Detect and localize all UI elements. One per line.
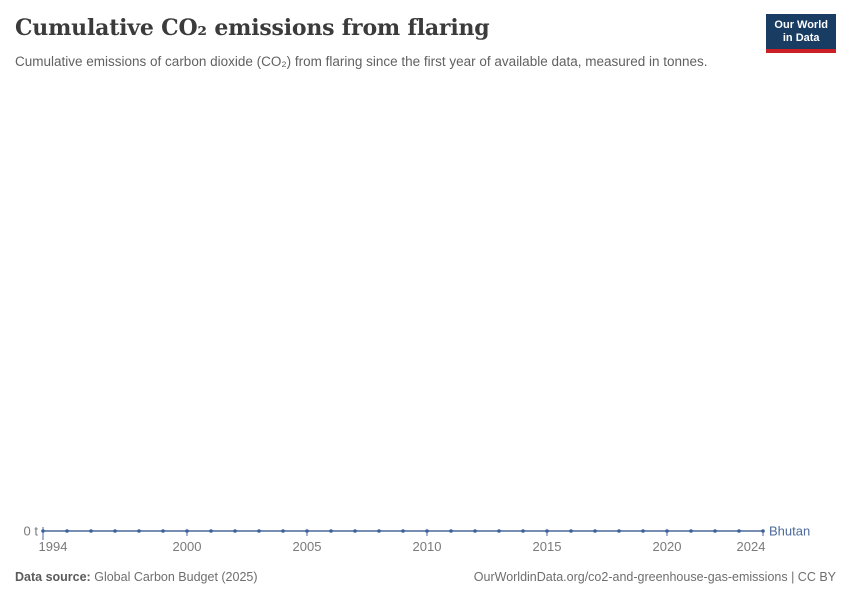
data-source: Data source: Global Carbon Budget (2025) <box>15 569 258 585</box>
data-point <box>65 529 69 533</box>
owid-url-link[interactable]: OurWorldinData.org/co2-and-greenhouse-ga… <box>473 570 836 584</box>
data-point <box>161 529 165 533</box>
x-axis-label: 2020 <box>653 539 682 554</box>
data-point <box>521 529 525 533</box>
series-label-bhutan[interactable]: Bhutan <box>769 524 810 539</box>
data-point <box>665 529 669 533</box>
owid-logo[interactable]: Our World in Data <box>766 14 836 53</box>
x-axis-label: 2005 <box>293 539 322 554</box>
data-point <box>233 529 237 533</box>
page-title: Cumulative CO₂ emissions from flaring <box>15 15 490 41</box>
line-chart[interactable]: 0 t 1994 2000 2005 2010 2015 2020 2024 Bhutan <box>0 95 850 560</box>
data-point <box>617 529 621 533</box>
data-point <box>713 529 717 533</box>
data-point <box>257 529 261 533</box>
data-point <box>737 529 741 533</box>
data-point <box>209 529 213 533</box>
data-point <box>497 529 501 533</box>
owid-logo-line2: in Data <box>782 32 820 44</box>
x-axis-label: 1994 <box>39 539 68 554</box>
data-source-label: Data source: <box>15 570 91 584</box>
data-point <box>305 529 309 533</box>
data-point <box>185 529 189 533</box>
data-point <box>473 529 477 533</box>
data-point <box>425 529 429 533</box>
data-point <box>353 529 357 533</box>
data-point <box>449 529 453 533</box>
data-point <box>761 529 765 533</box>
data-point <box>281 529 285 533</box>
data-point <box>545 529 549 533</box>
data-point <box>401 529 405 533</box>
data-point <box>329 529 333 533</box>
data-point <box>641 529 645 533</box>
data-point <box>41 529 45 533</box>
y-axis-zero-label: 0 t <box>24 524 39 539</box>
chart-subtitle: Cumulative emissions of carbon dioxide (… <box>15 54 708 69</box>
data-point <box>689 529 693 533</box>
data-point <box>113 529 117 533</box>
chart-footer: Data source: Global Carbon Budget (2025)… <box>15 569 836 585</box>
data-point <box>569 529 573 533</box>
owid-logo-line1: Our World <box>774 19 828 31</box>
data-point <box>593 529 597 533</box>
data-point <box>137 529 141 533</box>
data-source-value: Global Carbon Budget (2025) <box>94 570 258 584</box>
data-point <box>377 529 381 533</box>
x-axis-label: 2015 <box>533 539 562 554</box>
x-axis-label: 2024 <box>737 539 766 554</box>
data-point <box>89 529 93 533</box>
x-axis-label: 2010 <box>413 539 442 554</box>
x-axis-label: 2000 <box>173 539 202 554</box>
